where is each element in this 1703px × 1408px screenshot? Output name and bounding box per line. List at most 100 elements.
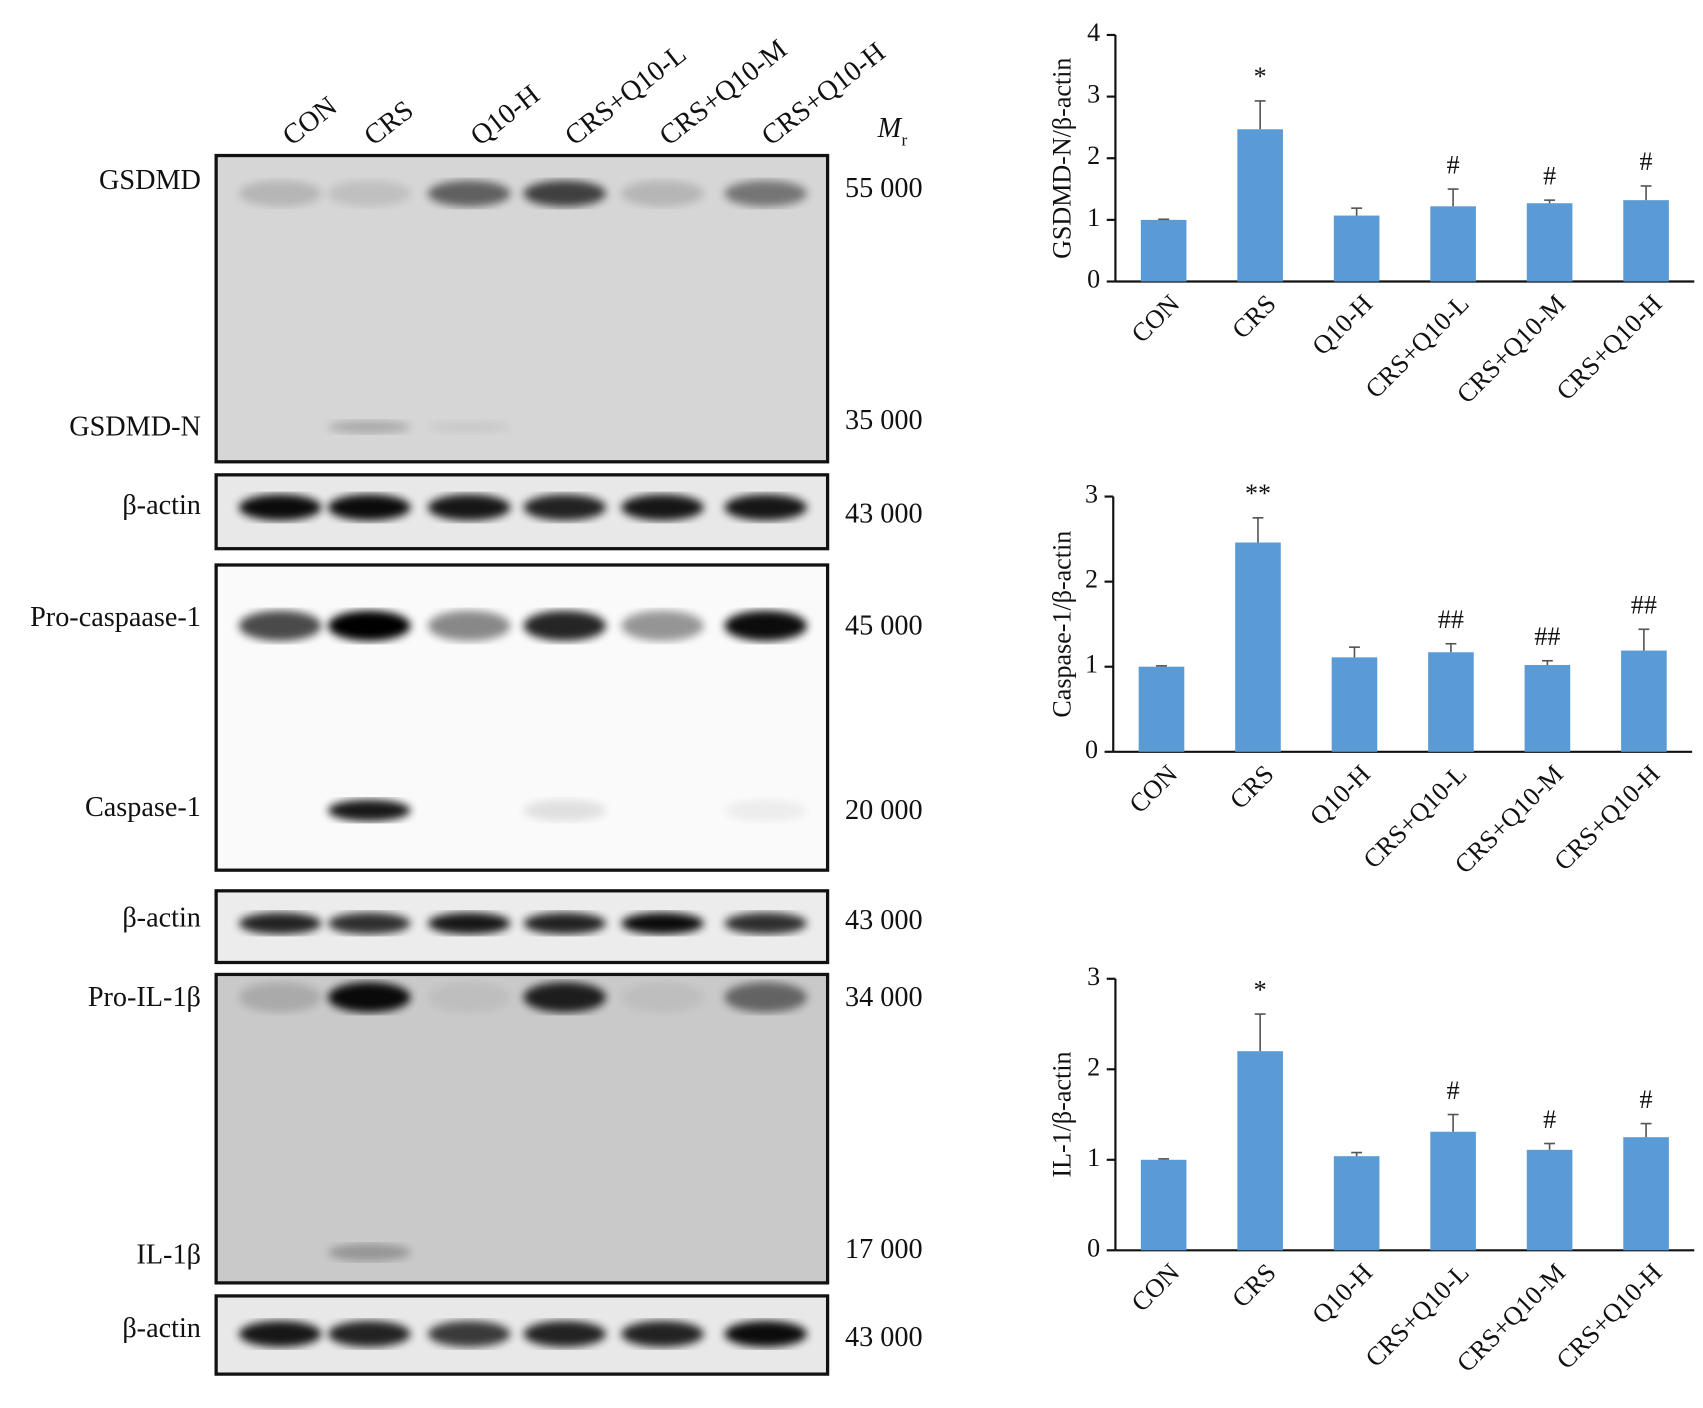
- y-tick-label: 1: [1087, 1143, 1100, 1172]
- bar: [1138, 666, 1185, 752]
- blot-band: [523, 610, 607, 642]
- y-tick-label: 3: [1087, 962, 1100, 991]
- x-tick-label: Q10-H: [1304, 759, 1376, 831]
- bar: [1621, 650, 1667, 752]
- x-tick-label: Q10-H: [1306, 289, 1378, 361]
- blot-band: [427, 180, 511, 207]
- blot-band: [724, 1320, 807, 1347]
- bar: [1237, 1051, 1283, 1251]
- y-tick-label: 0: [1087, 264, 1100, 293]
- y-tick-label: 4: [1087, 18, 1100, 47]
- blot-panel: [214, 972, 830, 1285]
- blot-band: [238, 180, 322, 207]
- x-tick-label: CRS: [1226, 1258, 1281, 1313]
- x-tick-label: CRS+Q10-H: [1551, 1258, 1668, 1375]
- blot-band: [238, 494, 322, 521]
- blot-band: [328, 1243, 411, 1262]
- bar: [1428, 652, 1474, 752]
- x-tick-label: CON: [1126, 289, 1186, 349]
- x-tick-label: Q10-H: [1306, 1258, 1378, 1330]
- blot-band: [621, 1320, 704, 1347]
- band-label: β-actin: [122, 903, 201, 934]
- band-label: GSDMD-N: [69, 412, 201, 443]
- mw-label: 45 000: [845, 610, 923, 641]
- y-tick-label: 2: [1087, 141, 1100, 170]
- blot-band: [724, 912, 807, 935]
- bar: [1524, 665, 1571, 752]
- blot-band: [427, 1320, 511, 1347]
- band-label: Caspase-1: [85, 792, 201, 823]
- significance-label: ##: [1534, 622, 1560, 651]
- blot-band: [328, 610, 411, 642]
- mr-subscript: r: [901, 130, 907, 149]
- significance-label: ##: [1631, 591, 1657, 620]
- y-tick-label: 1: [1087, 203, 1100, 232]
- significance-label: *: [1254, 975, 1267, 1004]
- significance-label: ##: [1438, 605, 1464, 634]
- bar: [1430, 206, 1476, 282]
- blot-band: [427, 982, 511, 1013]
- bar: [1237, 129, 1283, 282]
- blot-band: [724, 799, 807, 822]
- blot-panel: [214, 153, 830, 464]
- bar: [1526, 1149, 1573, 1251]
- band-label: Pro-caspaase-1: [30, 602, 201, 633]
- band-label: GSDMD: [99, 165, 201, 196]
- significance-label: #: [1447, 150, 1460, 179]
- band-label: IL-1β: [136, 1239, 201, 1270]
- bar: [1140, 219, 1187, 282]
- bar: [1333, 215, 1380, 282]
- bar: [1623, 200, 1669, 282]
- band-label: β-actin: [122, 1313, 201, 1344]
- y-tick-label: 0: [1085, 735, 1098, 764]
- blot-band: [328, 1320, 411, 1347]
- mw-label: 34 000: [845, 982, 923, 1013]
- y-tick-label: 1: [1085, 650, 1098, 679]
- blot-band: [523, 494, 607, 521]
- mw-label: 55 000: [845, 173, 923, 204]
- y-axis-label: GSDMD-N/β-actin: [1047, 58, 1076, 259]
- bar: [1526, 203, 1573, 282]
- mw-label: 17 000: [845, 1234, 923, 1265]
- blot-panel: [214, 563, 830, 872]
- y-tick-label: 0: [1087, 1233, 1100, 1262]
- band-label: Pro-IL-1β: [88, 982, 201, 1013]
- mw-label: 20 000: [845, 795, 923, 826]
- blot-band: [523, 982, 607, 1013]
- blot-band: [621, 912, 704, 935]
- mw-label: 43 000: [845, 905, 923, 936]
- y-tick-label: 2: [1087, 1052, 1100, 1081]
- significance-label: #: [1447, 1076, 1460, 1105]
- blot-band: [427, 494, 511, 521]
- blot-band: [621, 610, 704, 642]
- blot-band: [427, 610, 511, 642]
- mr-label: M: [877, 113, 903, 144]
- x-tick-label: CRS: [1226, 289, 1281, 344]
- x-tick-label: CRS: [1224, 759, 1279, 814]
- significance-label: **: [1245, 479, 1271, 508]
- y-axis-label: Caspase-1/β-actin: [1047, 531, 1076, 718]
- lane-label: CON: [277, 91, 343, 152]
- x-tick-label: CRS+Q10-H: [1549, 759, 1666, 876]
- mw-label: 43 000: [845, 1322, 923, 1353]
- blot-band: [523, 799, 607, 822]
- significance-label: #: [1543, 161, 1556, 190]
- y-tick-label: 3: [1087, 80, 1100, 109]
- y-tick-label: 2: [1085, 565, 1098, 594]
- bar: [1235, 542, 1281, 752]
- lane-label: Q10-H: [465, 79, 546, 152]
- blot-band: [238, 912, 322, 935]
- bar: [1140, 1159, 1187, 1251]
- blot-band: [724, 494, 807, 521]
- blot-band: [328, 180, 411, 207]
- y-axis-label: IL-1/β-actin: [1047, 1052, 1076, 1178]
- significance-label: #: [1640, 147, 1653, 176]
- bar: [1333, 1156, 1380, 1251]
- mw-label: 43 000: [845, 499, 923, 530]
- blot-band: [724, 610, 807, 642]
- x-tick-label: CON: [1126, 1258, 1186, 1318]
- blot-band: [328, 799, 411, 822]
- bar: [1331, 657, 1378, 752]
- blot-band: [523, 912, 607, 935]
